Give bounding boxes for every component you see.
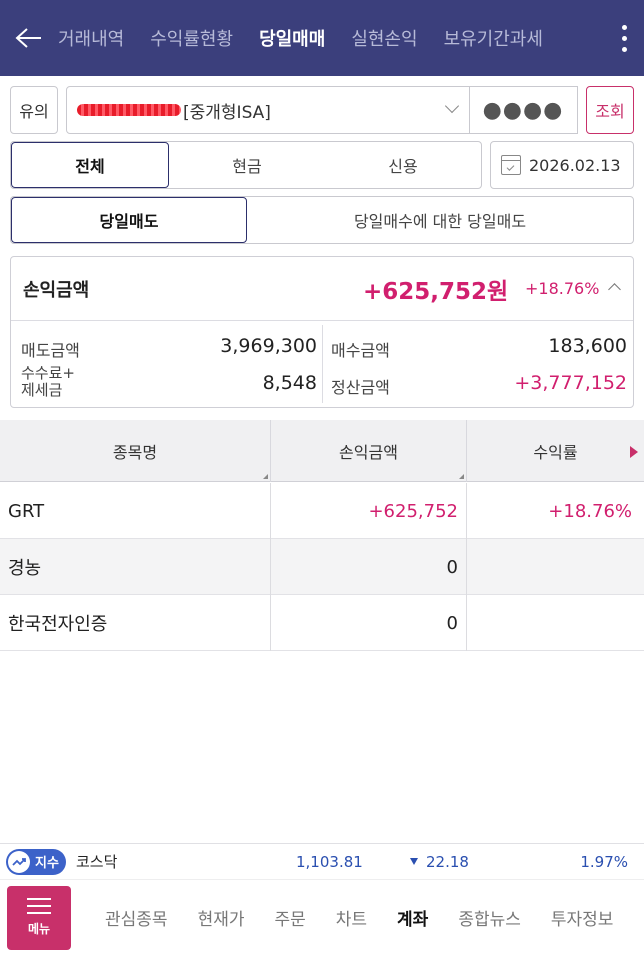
filter-credit[interactable]: 신용	[388, 157, 418, 176]
index-ticker[interactable]: 지수 코스닥 1,103.81 22.18 1.97%	[0, 843, 644, 879]
tab-day-trading[interactable]: 당일매매	[259, 29, 326, 50]
sell-amount-label: 매도금액	[21, 341, 80, 360]
menu-button[interactable]: 메뉴	[7, 885, 71, 950]
stock-name: 한국전자인증	[8, 614, 108, 635]
nav-items: 관심종목 현재가 주문 차트 계좌 종합뉴스 투자정보	[105, 905, 613, 930]
trend-up-icon	[8, 850, 30, 873]
mode-day-sell[interactable]: 당일매도	[11, 197, 247, 243]
account-type-label: [중개형ISA]	[183, 102, 271, 123]
index-change: 22.18	[410, 853, 469, 871]
query-button[interactable]: 조회	[586, 86, 634, 134]
menu-label: 메뉴	[27, 922, 51, 936]
nav-order[interactable]: 주문	[274, 910, 306, 930]
caution-button[interactable]: 유의	[10, 86, 58, 134]
summary-details: 매도금액 3,969,300 수수료+ 제세금 8,548 매수금액 183,6…	[11, 321, 633, 407]
index-change-value: 22.18	[426, 852, 469, 871]
date-picker[interactable]: 2026.02.13	[490, 141, 634, 189]
fee-label-line2: 제세금	[21, 381, 63, 399]
index-percent: 1.97%	[580, 852, 628, 871]
account-selector[interactable]: [중개형ISA]	[66, 86, 470, 134]
tab-holding-period-tax[interactable]: 보유기간과세	[443, 29, 543, 50]
index-name: 코스닥	[76, 853, 118, 871]
fee-tax-label: 수수료+ 제세금	[21, 365, 75, 399]
stock-rate	[467, 539, 632, 595]
stock-name: GRT	[8, 500, 45, 522]
summary-divider	[322, 325, 323, 403]
column-header-rate[interactable]: 수익률	[533, 443, 578, 462]
filter-all[interactable]: 전체	[11, 142, 169, 188]
chevron-up-icon[interactable]	[608, 283, 621, 296]
stock-name: 경농	[8, 558, 42, 579]
type-filter: 전체 현금 신용	[10, 141, 482, 189]
profit-amount: +625,752원	[363, 278, 509, 305]
summary-title: 손익금액	[23, 279, 90, 301]
date-value: 2026.02.13	[529, 155, 621, 175]
nav-current-price[interactable]: 현재가	[197, 910, 245, 930]
hamburger-icon	[27, 898, 51, 914]
index-badge[interactable]: 지수	[6, 848, 66, 875]
calendar-icon	[501, 155, 521, 175]
nav-investment-info[interactable]: 투자정보	[550, 910, 614, 930]
redacted-account-number	[77, 104, 181, 116]
stock-rate: +18.76%	[548, 500, 632, 522]
chevron-down-icon	[444, 98, 460, 114]
sell-amount-value: 3,969,300	[220, 335, 317, 357]
mode-day-buy-sell[interactable]: 당일매수에 대한 당일매도	[353, 212, 527, 231]
stock-rate	[467, 595, 632, 651]
index-badge-label: 지수	[35, 856, 59, 871]
buy-amount-value: 183,600	[548, 335, 627, 357]
index-value: 1,103.81	[296, 852, 363, 871]
scroll-right-icon[interactable]	[630, 446, 638, 458]
back-button[interactable]	[0, 0, 58, 76]
stock-profit: +625,752	[368, 500, 458, 522]
table-row[interactable]: GRT +625,752 +18.76%	[0, 483, 644, 539]
stock-profit: 0	[446, 612, 458, 634]
password-field[interactable]: ●●●●	[469, 86, 578, 134]
nav-news[interactable]: 종합뉴스	[458, 910, 521, 930]
down-triangle-icon	[410, 858, 418, 865]
fee-tax-value: 8,548	[262, 372, 317, 394]
buy-amount-label: 매수금액	[331, 341, 390, 360]
arrow-left-icon	[15, 28, 41, 48]
table-header: 종목명 손익금액 수익률	[0, 420, 644, 482]
summary-header[interactable]: 손익금액 +625,752원 +18.76%	[11, 257, 633, 321]
table-row[interactable]: 경농 0	[0, 539, 644, 595]
nav-watchlist[interactable]: 관심종목	[105, 910, 168, 930]
nav-account[interactable]: 계좌	[397, 910, 429, 930]
sort-icon	[459, 474, 464, 479]
more-options-icon[interactable]	[604, 0, 644, 76]
nav-chart[interactable]: 차트	[335, 910, 368, 930]
profit-rate: +18.76%	[525, 279, 600, 298]
tab-bar: 거래내역 수익률현황 당일매매 실현손익 보유기간과세	[58, 0, 604, 76]
settle-amount-value: +3,777,152	[514, 372, 627, 394]
tab-realized-pnl[interactable]: 실현손익	[351, 29, 418, 50]
fee-label-line1: 수수료+	[21, 364, 75, 382]
settle-amount-label: 정산금액	[331, 378, 390, 397]
tab-transaction-history[interactable]: 거래내역	[58, 29, 125, 50]
mode-filter: 당일매도 당일매수에 대한 당일매도	[10, 196, 634, 244]
table-row[interactable]: 한국전자인증 0	[0, 595, 644, 651]
summary-card: 손익금액 +625,752원 +18.76% 매도금액 3,969,300 수수…	[10, 256, 634, 408]
column-header-name[interactable]: 종목명	[112, 443, 158, 462]
account-row: 유의 [중개형ISA] ●●●● 조회	[10, 86, 634, 134]
sort-icon	[263, 474, 268, 479]
stock-profit: 0	[446, 556, 458, 578]
bottom-nav: 메뉴 관심종목 현재가 주문 차트 계좌 종합뉴스 투자정보	[0, 879, 644, 955]
tab-return-status[interactable]: 수익률현황	[150, 29, 234, 50]
column-header-profit[interactable]: 손익금액	[339, 443, 398, 462]
top-nav-bar: 거래내역 수익률현황 당일매매 실현손익 보유기간과세	[0, 0, 644, 76]
filter-cash[interactable]: 현금	[232, 157, 262, 176]
